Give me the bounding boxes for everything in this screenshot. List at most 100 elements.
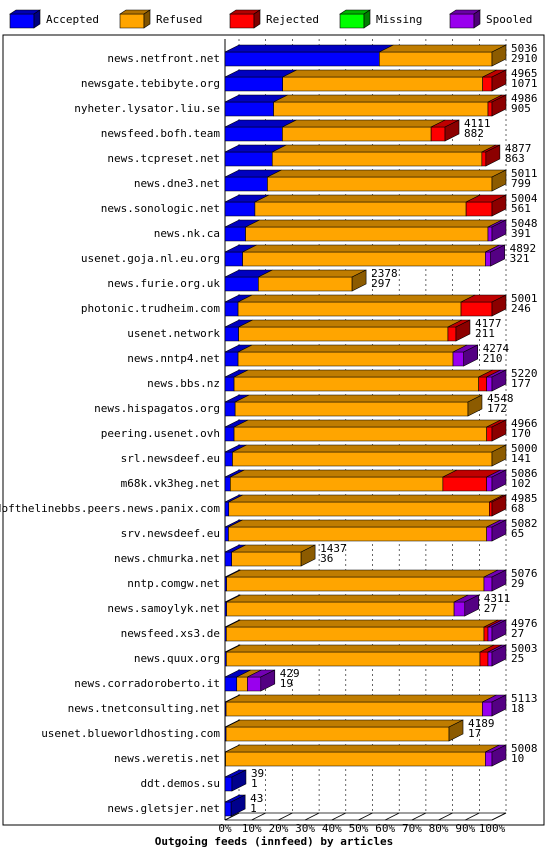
y-tick-label: endofthelinebbs.peers.news.panix.com — [0, 502, 220, 515]
bar-front — [224, 526, 229, 542]
bar-segment — [224, 794, 246, 817]
bar-front — [226, 626, 485, 642]
bar-top — [230, 469, 458, 478]
bar-top — [225, 719, 464, 728]
bar-segment — [486, 419, 507, 442]
y-tick-label: usenet.network — [127, 327, 220, 340]
accepted-label: 1 — [251, 777, 258, 790]
bar-side — [491, 744, 507, 767]
accepted-label: 36 — [320, 552, 333, 565]
bar-front — [224, 476, 231, 492]
offered-label: 1437 — [320, 542, 347, 555]
offered-label: 43 — [250, 792, 263, 805]
y-tick-label: news.quux.org — [134, 652, 220, 665]
bar-top — [224, 44, 394, 53]
bar-front — [225, 751, 486, 767]
legend-swatch-side — [473, 9, 481, 29]
x-tick-label: 30% — [295, 822, 315, 835]
bar-segment — [486, 519, 507, 542]
bar-segment — [487, 644, 507, 667]
accepted-label: 27 — [484, 602, 497, 615]
bar-side — [491, 469, 507, 492]
bar-front — [224, 276, 259, 292]
offered-label: 4311 — [484, 592, 511, 605]
offered-label: 4965 — [511, 67, 538, 80]
bar-front — [224, 251, 243, 267]
bar-top — [226, 644, 495, 653]
offered-label: 4177 — [475, 317, 502, 330]
bar-segment — [247, 669, 276, 692]
bar-front — [460, 301, 493, 317]
bar-segment — [225, 719, 464, 742]
legend-swatch-side — [363, 9, 371, 29]
bar-front — [273, 101, 489, 117]
bar-top — [235, 394, 483, 403]
accepted-label: 27 — [511, 627, 524, 640]
bar-segment — [224, 294, 253, 317]
legend-item: Refused — [119, 9, 202, 29]
accepted-label: 141 — [511, 452, 531, 465]
bar-segment — [479, 644, 503, 667]
offered-label: 4548 — [487, 392, 513, 405]
bar-front — [224, 301, 239, 317]
bar-side — [491, 69, 507, 92]
x-tick — [358, 812, 373, 821]
offered-label: 5008 — [511, 742, 538, 755]
bar-side — [491, 694, 507, 717]
bar-front — [237, 301, 462, 317]
bar-top — [225, 694, 497, 703]
legend-swatch — [229, 13, 255, 29]
offered-label: 4986 — [511, 92, 538, 105]
bar-side — [230, 794, 246, 817]
bar-front — [224, 101, 274, 117]
bar-front — [224, 426, 235, 442]
bar-segment — [224, 94, 288, 117]
y-tick-label: usenet.blueworldhosting.com — [41, 727, 220, 740]
bar-front — [487, 626, 493, 642]
offered-label: 39 — [251, 767, 264, 780]
bar-segment — [224, 119, 297, 142]
bar-top — [379, 44, 507, 53]
offered-label: 5011 — [511, 167, 538, 180]
y-tick-label: news.gletsjer.net — [107, 802, 220, 815]
bar-front — [267, 176, 493, 192]
bar-front — [482, 701, 493, 717]
y-tick-label: news.hispagatos.org — [94, 402, 220, 415]
bar-front — [258, 276, 353, 292]
bar-segment — [234, 394, 483, 417]
accepted-label: 25 — [511, 652, 524, 665]
accepted-label: 29 — [511, 577, 524, 590]
bar-top — [233, 369, 493, 378]
offered-label: 4966 — [511, 417, 538, 430]
legend-swatch-side — [253, 9, 261, 29]
accepted-label: 882 — [464, 127, 484, 140]
bar-segment — [226, 619, 499, 642]
bar-segment — [465, 194, 507, 217]
bar-segment — [442, 469, 501, 492]
legend-swatch-side — [143, 9, 151, 29]
bar-front — [271, 151, 483, 167]
legend-swatch — [449, 13, 475, 29]
bar-side — [464, 594, 480, 617]
bar-top — [225, 744, 500, 753]
accepted-label: 170 — [511, 427, 531, 440]
bar-front — [231, 551, 302, 567]
bar-front — [486, 426, 493, 442]
bar-side — [260, 669, 276, 692]
accepted-label: 297 — [371, 277, 391, 290]
bar-front — [238, 326, 449, 342]
y-tick-label: srl.newsdeef.eu — [121, 452, 220, 465]
bar-side — [491, 619, 507, 642]
bar-front — [487, 226, 493, 242]
bar-side — [491, 294, 507, 317]
bar-segment — [224, 444, 247, 467]
x-tick-label: 60% — [375, 822, 395, 835]
bar-top — [226, 569, 499, 578]
bar-segment — [237, 344, 468, 367]
bar-top — [273, 94, 503, 103]
y-tick-label: peering.usenet.ovh — [101, 427, 220, 440]
y-tick-label: news.tcpreset.net — [107, 152, 220, 165]
bar-segment — [489, 494, 507, 517]
offered-label: 5082 — [511, 517, 538, 530]
